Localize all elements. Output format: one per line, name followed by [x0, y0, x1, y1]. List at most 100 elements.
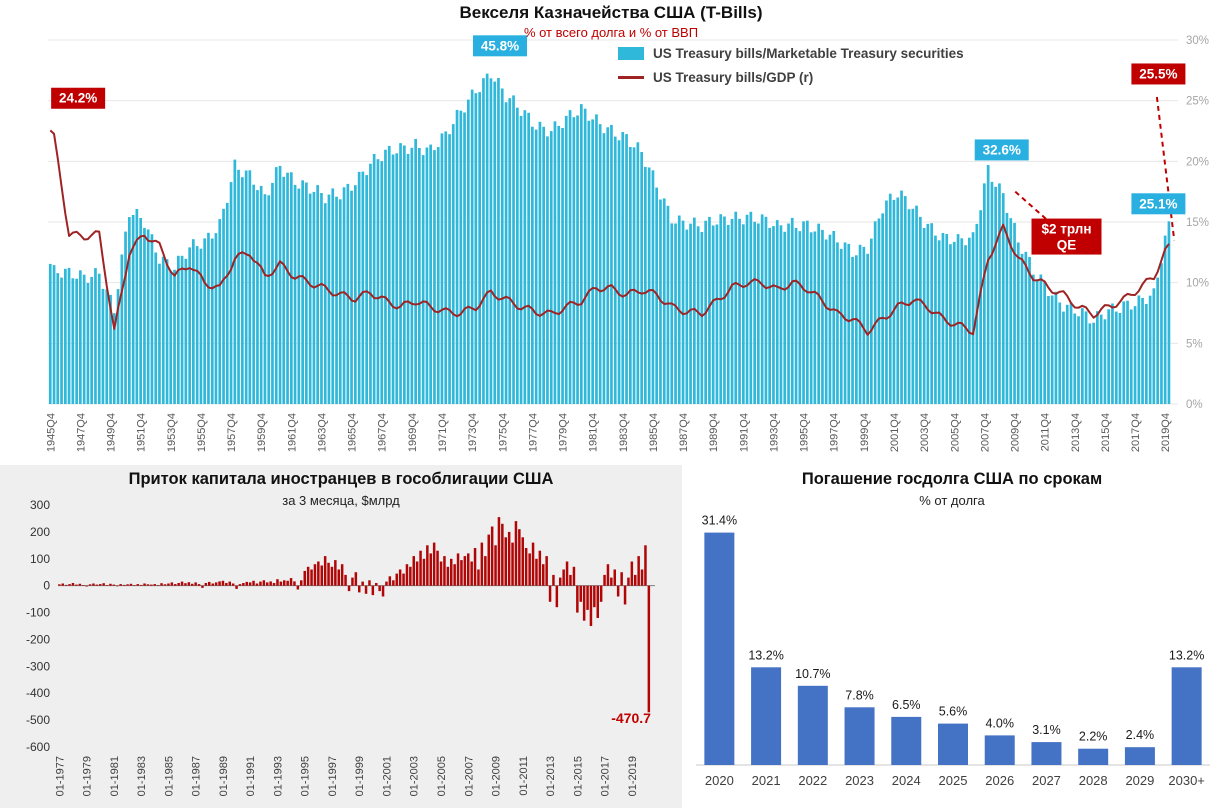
svg-text:01-1981: 01-1981: [109, 756, 121, 796]
svg-text:2026: 2026: [985, 773, 1014, 788]
svg-text:01-1985: 01-1985: [163, 756, 175, 796]
svg-text:2.4%: 2.4%: [1126, 728, 1155, 742]
bar-series-swatch-icon: [618, 47, 644, 60]
flow-bars: [58, 517, 651, 713]
svg-text:0%: 0%: [1186, 399, 1203, 411]
svg-text:01-1993: 01-1993: [272, 756, 284, 796]
tbills-share-bars: [48, 73, 1171, 405]
svg-text:2003Q4: 2003Q4: [919, 413, 931, 452]
svg-text:2024: 2024: [892, 773, 921, 788]
svg-text:-100: -100: [26, 606, 50, 620]
svg-text:2017Q4: 2017Q4: [1130, 413, 1142, 452]
svg-text:30%: 30%: [1186, 35, 1209, 47]
svg-text:13.2%: 13.2%: [748, 648, 783, 662]
svg-text:01-2007: 01-2007: [463, 756, 475, 796]
svg-text:01-1989: 01-1989: [218, 756, 230, 796]
svg-text:01-2005: 01-2005: [436, 756, 448, 796]
svg-text:1949Q4: 1949Q4: [106, 413, 118, 452]
tbills-chart-plot: 0% 5% 10% 15% 20% 25% 30% 1945Q4 1947Q4 1949Q4 195…: [45, 35, 1209, 452]
svg-text:01-1995: 01-1995: [300, 756, 312, 796]
svg-text:01-2003: 01-2003: [409, 756, 421, 796]
svg-text:1979Q4: 1979Q4: [558, 413, 570, 452]
svg-text:6.5%: 6.5%: [892, 698, 921, 712]
svg-text:01-1979: 01-1979: [82, 756, 94, 796]
svg-text:2.2%: 2.2%: [1079, 730, 1108, 744]
svg-text:1951Q4: 1951Q4: [136, 413, 148, 452]
svg-text:10%: 10%: [1186, 278, 1209, 290]
svg-text:15%: 15%: [1186, 217, 1209, 229]
legend-label-line: US Treasury bills/GDP (r): [653, 70, 814, 85]
svg-text:01-2011: 01-2011: [518, 756, 530, 796]
svg-text:1961Q4: 1961Q4: [286, 413, 298, 452]
svg-text:32.6%: 32.6%: [983, 142, 1021, 157]
svg-text:2019Q4: 2019Q4: [1160, 413, 1172, 452]
svg-text:2027: 2027: [1032, 773, 1061, 788]
y-axis-labels: 300 200 100 0 -100 -200 -300 -400 -500 -600: [26, 498, 50, 754]
svg-text:01-2017: 01-2017: [600, 756, 612, 796]
svg-text:1981Q4: 1981Q4: [588, 413, 600, 452]
maturity-chart-title: Погашение госдолга США по срокам: [801, 470, 1103, 488]
svg-text:$2 трлн: $2 трлн: [1041, 222, 1091, 237]
tbills-gdp-line: [49, 96, 1176, 336]
svg-text:100: 100: [30, 552, 50, 566]
svg-text:1969Q4: 1969Q4: [407, 413, 419, 452]
svg-text:1965Q4: 1965Q4: [347, 413, 359, 452]
svg-text:1973Q4: 1973Q4: [467, 413, 479, 452]
svg-text:2029: 2029: [1125, 773, 1154, 788]
grid: 0% 5% 10% 15% 20% 25% 30%: [48, 35, 1209, 411]
maturity-chart-subtitle: % от долга: [919, 493, 985, 508]
svg-text:1945Q4: 1945Q4: [45, 413, 57, 452]
tbills-chart-title: Векселя Казначейства США (T-Bills): [459, 3, 763, 22]
x-axis-labels: 1945Q4 1947Q4 1949Q4 1951Q4 1953Q4 1955Q4 1957…: [45, 413, 1172, 452]
svg-text:2011Q4: 2011Q4: [1040, 413, 1052, 451]
foreign-flows-chart-plot: 300 200 100 0 -100 -200 -300 -400 -500 -600 01-197…: [26, 498, 655, 796]
tbills-chart-panel: Векселя Казначейства США (T-Bills) % от …: [45, 3, 1210, 453]
svg-text:2015Q4: 2015Q4: [1100, 413, 1112, 452]
svg-text:1983Q4: 1983Q4: [618, 413, 630, 452]
line-series-swatch-icon: [618, 76, 644, 79]
svg-text:1967Q4: 1967Q4: [377, 413, 389, 452]
svg-text:1989Q4: 1989Q4: [708, 413, 720, 452]
svg-text:1993Q4: 1993Q4: [768, 413, 780, 452]
foreign-flows-chart-panel: Приток капитала иностранцев в гособлигац…: [0, 465, 682, 808]
legend-label-bars: US Treasury bills/Marketable Treasury se…: [653, 46, 964, 61]
svg-text:01-1991: 01-1991: [245, 756, 257, 796]
svg-text:1959Q4: 1959Q4: [256, 413, 268, 452]
svg-text:1947Q4: 1947Q4: [75, 413, 87, 452]
svg-text:5%: 5%: [1186, 338, 1203, 350]
svg-text:20%: 20%: [1186, 156, 1209, 168]
svg-text:-400: -400: [26, 686, 50, 700]
svg-text:1971Q4: 1971Q4: [437, 413, 449, 452]
svg-text:1977Q4: 1977Q4: [527, 413, 539, 452]
svg-text:01-2013: 01-2013: [545, 756, 557, 796]
svg-text:1953Q4: 1953Q4: [166, 413, 178, 452]
svg-text:13.2%: 13.2%: [1169, 648, 1204, 662]
svg-text:2001Q4: 2001Q4: [889, 413, 901, 452]
svg-text:2005Q4: 2005Q4: [949, 413, 961, 452]
svg-text:1955Q4: 1955Q4: [196, 413, 208, 452]
svg-text:25%: 25%: [1186, 96, 1209, 108]
svg-text:1995Q4: 1995Q4: [799, 413, 811, 452]
svg-text:25.5%: 25.5%: [1139, 66, 1177, 81]
svg-text:1975Q4: 1975Q4: [497, 413, 509, 452]
svg-text:-500: -500: [26, 713, 50, 727]
svg-text:2007Q4: 2007Q4: [979, 413, 991, 452]
legend-item-bars: US Treasury bills/Marketable Treasury se…: [618, 46, 964, 61]
svg-text:01-1987: 01-1987: [191, 756, 203, 796]
legend-item-line: US Treasury bills/GDP (r): [618, 70, 964, 85]
svg-text:01-1999: 01-1999: [354, 756, 366, 796]
svg-text:-300: -300: [26, 659, 50, 673]
svg-text:0: 0: [43, 579, 50, 593]
svg-text:1963Q4: 1963Q4: [316, 413, 328, 452]
svg-text:31.4%: 31.4%: [702, 514, 737, 528]
tbills-legend: US Treasury bills/Marketable Treasury se…: [618, 46, 964, 85]
tbills-chart-subtitle: % от всего долга и % от ВВП: [523, 25, 699, 40]
svg-text:10.7%: 10.7%: [795, 667, 830, 681]
svg-text:1987Q4: 1987Q4: [678, 413, 690, 452]
svg-text:200: 200: [30, 525, 50, 539]
svg-text:24.2%: 24.2%: [59, 91, 97, 106]
svg-text:1985Q4: 1985Q4: [648, 413, 660, 452]
foreign-flows-chart-subtitle: за 3 месяца, $млрд: [282, 493, 400, 508]
svg-text:2030+: 2030+: [1168, 773, 1205, 788]
